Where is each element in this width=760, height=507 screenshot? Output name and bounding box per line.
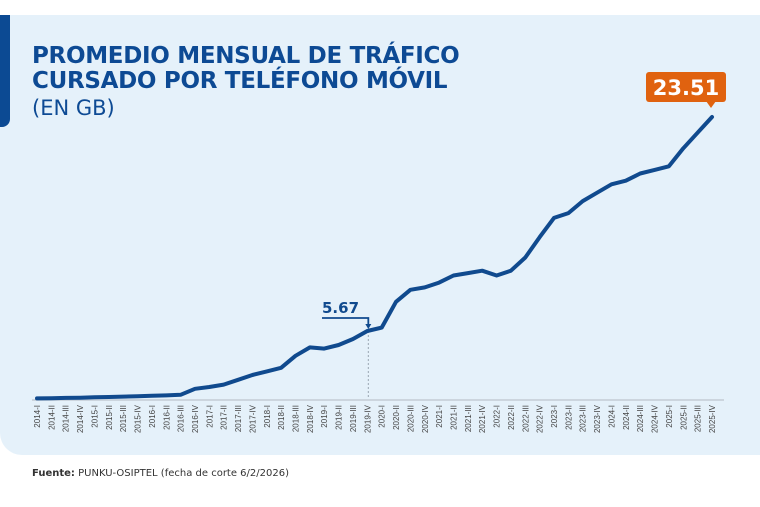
value-badge	[646, 72, 726, 102]
x-tick-label: 2020-II	[392, 405, 401, 430]
x-tick-label: 2021-I	[435, 405, 444, 428]
x-tick-label: 2014-III	[62, 405, 71, 432]
x-tick-label: 2015-IV	[134, 404, 143, 433]
x-tick-label: 2014-I	[33, 405, 42, 428]
x-tick-label: 2017-II	[220, 405, 229, 430]
x-tick-label: 2014-II	[47, 405, 56, 430]
annotation-arrow	[322, 317, 370, 326]
x-tick-label: 2024-III	[636, 405, 645, 432]
x-tick-label: 2020-I	[378, 405, 387, 428]
x-tick-label: 2020-III	[406, 405, 415, 432]
accent-bar	[0, 15, 10, 127]
x-tick-label: 2019-III	[349, 405, 358, 432]
x-tick-label: 2025-II	[679, 405, 688, 430]
x-tick-label: 2022-III	[521, 405, 530, 432]
chart-title: PROMEDIO MENSUAL DE TRÁFICO CURSADO POR …	[32, 43, 460, 94]
x-tick-label: 2023-IV	[593, 404, 602, 433]
x-tick-label: 2015-III	[119, 405, 128, 432]
x-tick-label: 2017-I	[205, 405, 214, 428]
x-tick-label: 2024-IV	[651, 404, 660, 433]
source-text: PUNKU-OSIPTEL (fecha de corte 6/2/2026)	[78, 468, 289, 479]
x-tick-label: 2022-II	[507, 405, 516, 430]
x-tick-label: 2018-III	[292, 405, 301, 432]
x-tick-label: 2021-IV	[478, 404, 487, 433]
x-tick-label: 2018-I	[263, 405, 272, 428]
annotation-label: 5.67	[322, 299, 359, 317]
chart-panel	[0, 15, 760, 455]
x-tick-label: 2024-I	[607, 405, 616, 428]
x-tick-label: 2024-II	[622, 405, 631, 430]
x-tick-label: 2021-III	[464, 405, 473, 432]
source-note: Fuente: PUNKU-OSIPTEL (fecha de corte 6/…	[32, 468, 289, 479]
value-badge-label: 23.51	[653, 76, 719, 100]
x-tick-label: 2018-IV	[306, 404, 315, 433]
x-tick-label: 2023-I	[550, 405, 559, 428]
value-badge-pointer	[706, 101, 716, 108]
x-tick-label: 2023-II	[564, 405, 573, 430]
x-tick-label: 2016-II	[162, 405, 171, 430]
x-tick-label: 2020-IV	[421, 404, 430, 433]
x-tick-label: 2021-II	[449, 405, 458, 430]
x-tick-label: 2014-IV	[76, 404, 85, 433]
x-tick-label: 2016-III	[177, 405, 186, 432]
x-tick-label: 2015-I	[90, 405, 99, 428]
x-tick-label: 2023-III	[579, 405, 588, 432]
x-tick-label: 2018-II	[277, 405, 286, 430]
source-label: Fuente:	[32, 468, 75, 479]
x-tick-label: 2017-III	[234, 405, 243, 432]
series-line	[35, 115, 714, 401]
x-tick-label: 2016-I	[148, 405, 157, 428]
x-tick-label: 2022-I	[493, 405, 502, 428]
x-tick-label: 2019-I	[320, 405, 329, 428]
x-tick-label: 2025-I	[665, 405, 674, 428]
x-tick-label: 2016-IV	[191, 404, 200, 433]
annotation-arrowhead	[365, 323, 372, 329]
x-tick-label: 2019-IV	[363, 404, 372, 433]
x-tick-label: 2022-IV	[536, 404, 545, 433]
chart-subtitle: (EN GB)	[32, 96, 115, 120]
x-tick-label: 2019-II	[335, 405, 344, 430]
x-tick-label: 2025-III	[694, 405, 703, 432]
x-tick-label: 2025-IV	[708, 404, 717, 433]
x-tick-label: 2015-II	[105, 405, 114, 430]
x-tick-label: 2017-IV	[248, 404, 257, 433]
